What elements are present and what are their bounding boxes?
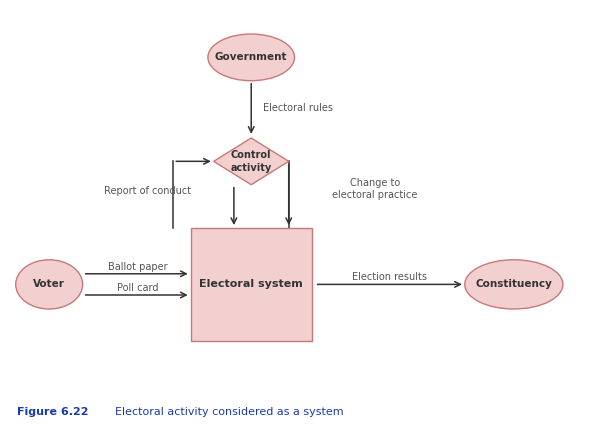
Text: Control
activity: Control activity — [230, 150, 272, 172]
Text: Figure 6.22: Figure 6.22 — [18, 407, 89, 417]
Text: Electoral rules: Electoral rules — [263, 103, 333, 113]
Text: Constituency: Constituency — [475, 279, 552, 289]
Ellipse shape — [465, 260, 563, 309]
Text: Election results: Election results — [352, 272, 427, 282]
Text: Ballot paper: Ballot paper — [108, 262, 167, 271]
Text: Report of conduct: Report of conduct — [104, 186, 191, 196]
Text: Electoral activity considered as a system: Electoral activity considered as a syste… — [108, 407, 343, 417]
Ellipse shape — [16, 260, 82, 309]
Text: Government: Government — [215, 52, 287, 62]
Text: Voter: Voter — [33, 279, 65, 289]
Text: Change to
electoral practice: Change to electoral practice — [332, 178, 418, 200]
Bar — [191, 228, 312, 341]
Text: Poll card: Poll card — [117, 283, 158, 293]
Text: Electoral system: Electoral system — [199, 279, 303, 289]
Ellipse shape — [208, 34, 294, 81]
Polygon shape — [214, 138, 289, 184]
